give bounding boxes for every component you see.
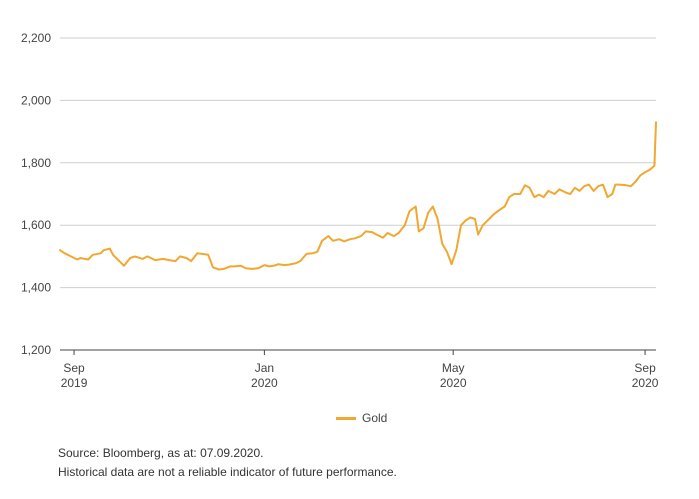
- source-note: Source: Bloomberg, as at: 07.09.2020.: [58, 446, 264, 460]
- legend-swatch-gold: [336, 416, 356, 420]
- y-tick-label: 2,000: [21, 93, 51, 107]
- y-tick-label: 1,200: [21, 343, 51, 357]
- x-tick-label-month: Sep: [634, 361, 656, 375]
- x-tick-label-month: May: [442, 361, 465, 375]
- series-lines: [59, 121, 657, 271]
- series-line-gold: [59, 121, 657, 271]
- y-tick-label: 1,400: [21, 281, 51, 295]
- x-tick-label-year: 2020: [632, 376, 659, 390]
- disclaimer-note: Historical data are not a reliable indic…: [58, 465, 397, 479]
- x-tick-label-year: 2020: [251, 376, 278, 390]
- x-tick-label-month: Sep: [63, 361, 85, 375]
- x-tick-label-year: 2019: [61, 376, 88, 390]
- x-tick-label-month: Jan: [255, 361, 274, 375]
- y-tick-label: 2,200: [21, 31, 51, 45]
- gridlines: [60, 37, 656, 289]
- y-tick-label: 1,800: [21, 156, 51, 170]
- y-axis-tick-labels: 1,200 1,400 1,600 1,800 2,000 2,200: [21, 31, 51, 357]
- footnotes: Source: Bloomberg, as at: 07.09.2020. Hi…: [58, 444, 397, 482]
- legend: Gold: [336, 411, 387, 425]
- legend-label-gold: Gold: [362, 411, 388, 425]
- y-tick-label: 1,600: [21, 218, 51, 232]
- x-tick-label-year: 2020: [440, 376, 467, 390]
